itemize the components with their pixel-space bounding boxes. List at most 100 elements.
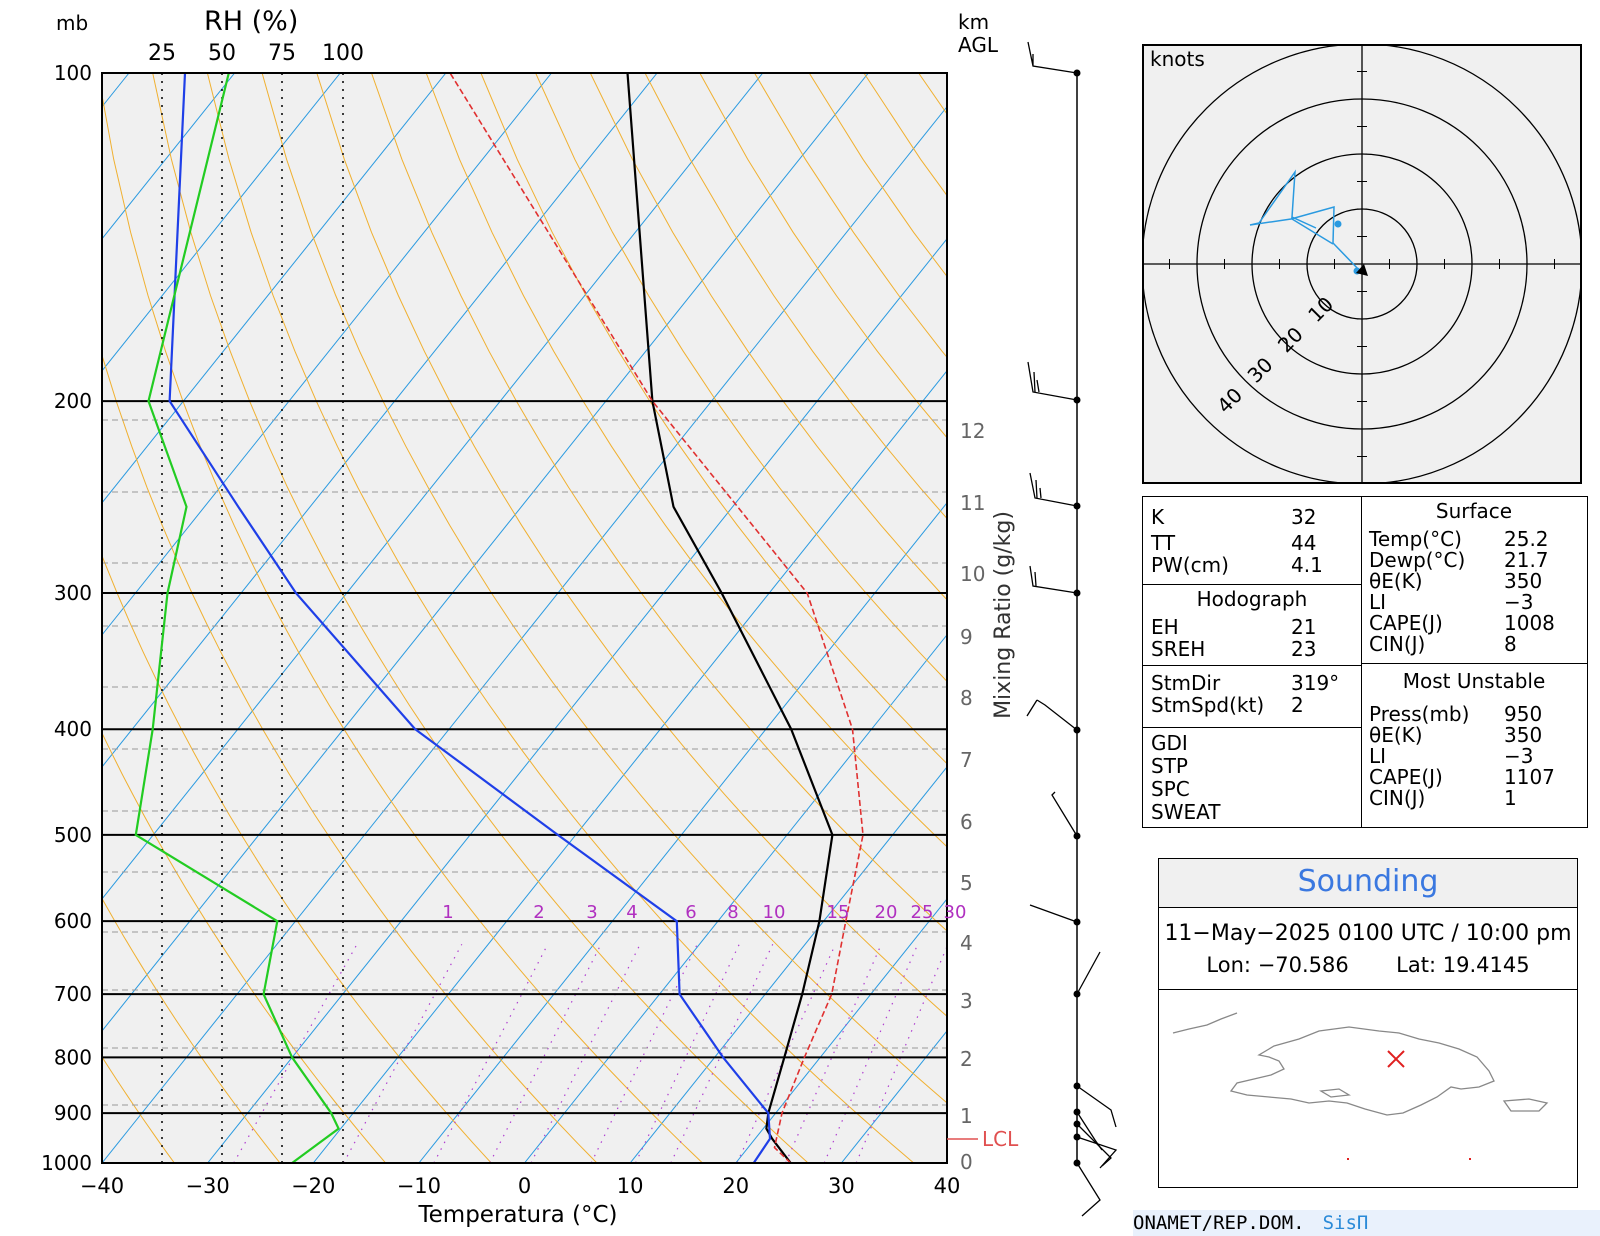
sreh-value: 23	[1291, 637, 1317, 661]
stp-label: STP	[1151, 754, 1188, 778]
height-grid-lines	[102, 419, 947, 1106]
wind-level-dot	[1073, 1082, 1081, 1090]
isotherm-line	[0, 73, 23, 1163]
wind-level-dot	[1073, 990, 1081, 998]
mu-cin-label: CIN(J)	[1369, 786, 1426, 810]
lcl-marker: LCL	[947, 1127, 1019, 1151]
surface-theta-label: θE(K)	[1369, 569, 1423, 593]
mixing-ratio-label: 25	[911, 902, 934, 923]
lcl-label: LCL	[982, 1127, 1019, 1151]
mixing-ratio-line	[634, 944, 740, 1163]
mixing-ratio-label: 30	[944, 902, 967, 923]
height-tick-label: 11	[960, 491, 985, 515]
wind-level-dot	[1073, 69, 1081, 77]
pressure-tick-label: 800	[54, 1045, 92, 1069]
surface-theta-value: 350	[1504, 569, 1543, 593]
cuba-coast-outline	[1172, 1012, 1238, 1034]
hodograph-trace	[1249, 169, 1363, 274]
dry-adiabat-line	[206, 73, 915, 1163]
wind-profile	[1026, 41, 1118, 1217]
indices-table: K 32 TT 44 PW(cm) 4.1 Hodograph EH 21 SREH 23…	[1142, 496, 1588, 828]
isotherm-line	[102, 73, 552, 636]
isotherm-line	[102, 73, 447, 504]
wind-level-dot	[1073, 1133, 1081, 1141]
pw-label: PW(cm)	[1151, 553, 1229, 577]
rh-tick-label: 75	[268, 41, 296, 66]
dewpoint-line	[168, 73, 772, 1163]
temperature-tick-label: −40	[80, 1174, 124, 1198]
isotherm-line	[312, 370, 947, 1163]
x-axis-title: Temperatura (°C)	[418, 1202, 618, 1228]
surface-li-label: LI	[1369, 590, 1387, 614]
mixing-ratio-label: 20	[875, 902, 898, 923]
wind-barb-icon	[1029, 565, 1078, 594]
lat-value: 19.4145	[1442, 953, 1530, 977]
pressure-tick-label: 600	[54, 909, 92, 933]
dry-adiabat-line	[102, 353, 598, 1163]
dry-adiabat-line	[102, 92, 703, 1163]
mu-press-label: Press(mb)	[1369, 702, 1470, 726]
temperature-tick-label: −30	[185, 1174, 229, 1198]
stmdir-label: StmDir	[1151, 671, 1221, 695]
indices-right-column: Surface Temp(°C) 25.2 Dewp(°C) 21.7 θE(K) 3…	[1361, 497, 1587, 827]
height-tick-label: 2	[960, 1047, 973, 1071]
footer-bar: ONAMET/REP.DOM. SisΠ	[1133, 1210, 1600, 1236]
dry-adiabat-line	[480, 73, 947, 765]
wind-barb-icon	[1076, 1136, 1118, 1169]
relative_humidity-line	[134, 73, 340, 1163]
wind-barb-icon	[1029, 904, 1078, 923]
temperature-tick-label: 10	[617, 1174, 644, 1198]
dry-adiabat-line	[261, 73, 947, 1104]
height-tick-label: 5	[960, 871, 973, 895]
sweat-label: SWEAT	[1151, 800, 1221, 824]
mixing-ratio-label: 4	[626, 902, 637, 923]
tt-value: 44	[1291, 531, 1317, 555]
surface-header: Surface	[1435, 499, 1513, 523]
location-marker-icon	[1387, 1050, 1405, 1068]
surface-li-value: −3	[1504, 590, 1534, 614]
isotherm-line	[102, 73, 341, 372]
stmdir-value: 319°	[1291, 671, 1340, 695]
height-tick-label: 9	[960, 625, 973, 649]
plot-frame	[101, 72, 948, 1164]
surface-temp-value: 25.2	[1504, 527, 1549, 551]
surface-cape-value: 1008	[1504, 611, 1555, 635]
dry-adiabat-line	[102, 731, 386, 1163]
k-value: 32	[1291, 505, 1317, 529]
wind-level-dot	[1073, 396, 1081, 404]
hodograph-header: Hodograph	[1196, 587, 1308, 611]
mixing-ratio-label: 2	[533, 902, 544, 923]
stmspd-value: 2	[1291, 693, 1304, 717]
rh-tick-label: 50	[208, 41, 236, 66]
rh-tick-label: 25	[148, 41, 176, 66]
sounding-datetime: 11−May−2025 0100 UTC / 10:00 pm	[1164, 921, 1572, 946]
wind-level-dot	[1073, 726, 1081, 734]
height-tick-label: 10	[960, 562, 985, 586]
gdi-label: GDI	[1151, 731, 1188, 755]
tt-label: TT	[1151, 531, 1176, 555]
temperature-tick-label: 20	[722, 1174, 749, 1198]
location-map	[1172, 1012, 1549, 1160]
dry-adiabat-line	[371, 73, 947, 932]
surface-cape-label: CAPE(J)	[1369, 611, 1443, 635]
spc-label: SPC	[1151, 777, 1190, 801]
wind-level-dot	[1073, 1120, 1081, 1128]
stmspd-label: StmSpd(kt)	[1151, 693, 1265, 717]
wind-barb-icon	[1027, 41, 1078, 74]
mixing-ratio-label: 8	[727, 902, 738, 923]
mu-theta-value: 350	[1504, 723, 1543, 747]
pressure-tick-label: 300	[54, 581, 92, 605]
dry-adiabat-line	[102, 1055, 175, 1163]
isotherm-line	[207, 237, 947, 1163]
footer-brand: SisΠ	[1322, 1212, 1369, 1234]
wind-barb-icon	[1026, 699, 1078, 731]
sounding-series	[134, 73, 864, 1163]
pressure-tick-label: 100	[54, 61, 92, 85]
lon-label: Lon:	[1206, 953, 1251, 977]
mixing-ratio-label: 3	[586, 902, 597, 923]
temperature-tick-label: 0	[518, 1174, 531, 1198]
isotherm-line	[102, 105, 947, 1163]
mixing-ratio-label: 15	[827, 902, 850, 923]
isotherm-line	[102, 73, 658, 768]
puerto-rico-outline	[1502, 1098, 1549, 1112]
